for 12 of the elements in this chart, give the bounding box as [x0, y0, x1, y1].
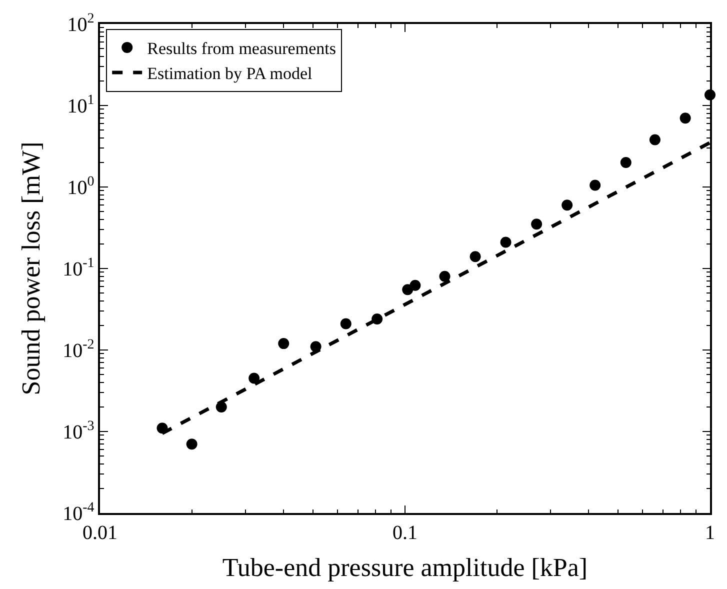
x-tick-label: 0.1: [392, 522, 418, 544]
y-axis-title: Sound power loss [mW]: [16, 142, 46, 396]
x-tick-label: 1: [705, 522, 715, 544]
y-tick-label: 10$^{-1}$: [62, 256, 94, 280]
legend-label: Results from measurements: [147, 39, 336, 58]
y-tick-label: 10$^{1}$: [67, 93, 94, 118]
x-axis-title: Tube-end pressure amplitude [kPa]: [222, 552, 588, 582]
y-tick-label: 10$^{-2}$: [62, 338, 94, 362]
legend-label: Estimation by PA model: [147, 64, 313, 84]
y-tick-label: 10$^{0}$: [67, 174, 94, 199]
y-tick-label: 10$^{2}$: [67, 12, 94, 36]
y-tick-label: 10$^{-3}$: [62, 419, 94, 444]
